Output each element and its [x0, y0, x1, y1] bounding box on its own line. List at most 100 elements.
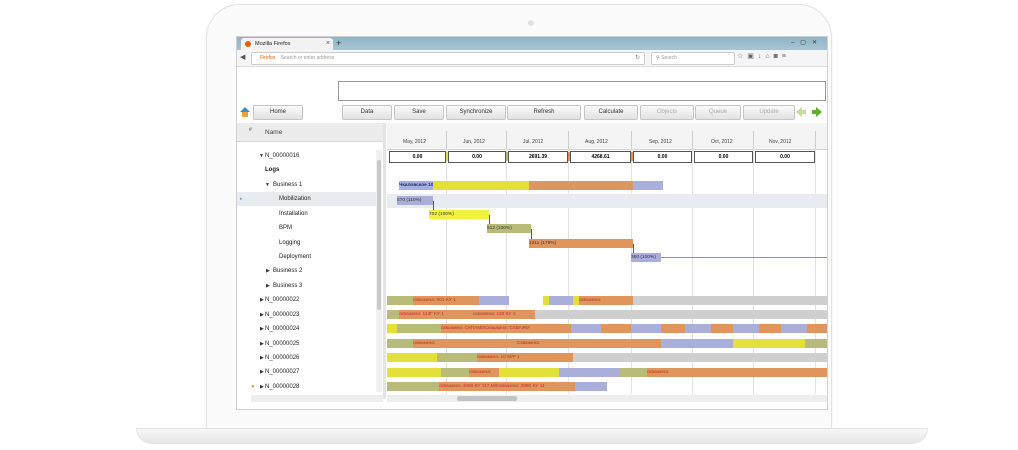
gantt-bar-business1[interactable]: Чкаловское 10 7816 (Ски. 100%; БМР 100%) [399, 181, 433, 190]
save-button[interactable]: Save [394, 105, 444, 120]
gantt-bar[interactable] [387, 382, 439, 391]
gantt-bar-n23b[interactable]: скважина: 110 КУ 1 [473, 310, 535, 319]
tree-row[interactable]: Logging [237, 236, 376, 250]
search-input[interactable]: ⚲ Search [651, 52, 735, 65]
synchronize-button[interactable]: Synchronize [446, 105, 506, 120]
tree-row[interactable]: ▼ Business 1 [237, 178, 376, 192]
gantt-bar[interactable] [549, 296, 573, 305]
gantt-bar[interactable] [543, 296, 549, 305]
gantt-bar[interactable] [397, 324, 441, 333]
gantt-bar[interactable] [661, 339, 733, 348]
gantt-bar[interactable] [529, 181, 633, 190]
gantt-bar[interactable] [685, 324, 711, 333]
tree-row-selected[interactable]: ▸ Mobilization [237, 192, 376, 206]
gantt-bar[interactable] [619, 368, 647, 377]
gantt-bar-n22[interactable]: скважина: 901 КУ 1 [413, 296, 479, 305]
gantt-bar[interactable] [387, 339, 413, 348]
queue-button[interactable]: Queue [695, 105, 741, 120]
gantt-bar[interactable] [387, 310, 399, 319]
calculate-button[interactable]: Calculate [584, 105, 638, 120]
tree-row[interactable]: ▼ N_00000016 [237, 149, 376, 163]
expand-icon[interactable]: ▶ [260, 369, 264, 375]
home-icon[interactable] [239, 106, 251, 118]
gantt-bar[interactable] [733, 339, 805, 348]
expand-icon[interactable]: ▶ [260, 326, 264, 332]
tree-scroll-thumb[interactable] [377, 160, 381, 310]
gantt-bar-n28[interactable]: скважина: 4086 КУ 117 М/Р 1 [439, 382, 497, 391]
tree-row[interactable]: ▶ N_00000027 [237, 365, 376, 379]
gantt-bar[interactable] [633, 181, 663, 190]
tree-row[interactable]: Installation [237, 207, 376, 221]
gantt-bar[interactable] [601, 324, 631, 333]
gantt-bar[interactable] [387, 324, 397, 333]
address-bar[interactable]: Firefox Search or enter address ↻ [251, 52, 645, 65]
name-column-header[interactable]: # Name [237, 123, 383, 142]
gantt-bar[interactable] [711, 324, 733, 333]
gantt-bar[interactable] [807, 324, 827, 333]
gantt-bar[interactable] [781, 324, 807, 333]
gantt-bar[interactable] [633, 296, 827, 305]
gantt-bar-installation[interactable]: 702 (100%) [429, 210, 489, 219]
gantt-horizontal-scrollbar[interactable] [387, 395, 827, 402]
tree-row[interactable]: ● ▶ N_00000028 [237, 380, 376, 394]
tree-row[interactable]: ▶ Business 3 [237, 279, 376, 293]
expand-icon[interactable]: ▶ [260, 341, 264, 347]
gantt-bar[interactable] [499, 368, 559, 377]
tree-row[interactable]: Logs [237, 163, 376, 177]
tree-row[interactable]: ▶ N_00000023 [237, 308, 376, 322]
tree-horizontal-scrollbar[interactable] [251, 395, 383, 402]
gantt-bar-n24[interactable]: скважина: С8ПАМИСкважина: СКВАЖИ [441, 324, 571, 333]
gantt-bar[interactable] [575, 382, 607, 391]
window-controls[interactable]: –▢✕ [790, 40, 823, 46]
gantt-bar[interactable] [573, 353, 827, 362]
gantt-bar[interactable] [759, 324, 781, 333]
gantt-bar[interactable] [571, 324, 601, 333]
gantt-bar[interactable] [387, 368, 441, 377]
gantt-bar-deployment[interactable]: 360 (100%) [631, 253, 661, 262]
tree-row[interactable]: ▶ N_00000026 [237, 351, 376, 365]
gantt-bar-logging[interactable]: 1211 (179%) [529, 239, 633, 248]
gantt-bar-mobilization[interactable]: 570 (110%) [397, 196, 433, 205]
previous-arrow-icon[interactable] [795, 106, 807, 118]
toolbar-icons[interactable]: ☆▣↓⌂◙≡ [737, 53, 790, 60]
gantt-bar[interactable] [387, 353, 437, 362]
new-tab-button[interactable]: + [336, 38, 342, 48]
gantt-bar[interactable] [573, 296, 579, 305]
reload-icon[interactable]: ↻ [634, 55, 640, 61]
expand-icon[interactable]: ▶ [260, 312, 264, 318]
close-tab-icon[interactable]: × [325, 40, 330, 47]
expand-icon[interactable]: ▶ [260, 384, 264, 390]
pane-splitter[interactable] [383, 123, 386, 399]
gantt-bar-n27[interactable]: скважина: [469, 368, 499, 377]
gantt-bar-n25[interactable]: скважина: [413, 339, 517, 348]
gantt-bar-n28b[interactable]: скважина: 3890 КУ 11 [497, 382, 575, 391]
gantt-bar[interactable] [441, 368, 469, 377]
tree-row[interactable]: ▶ N_00000022 [237, 293, 376, 307]
data-button[interactable]: Data [342, 105, 392, 120]
gantt-bar[interactable] [433, 181, 529, 190]
gantt-scroll-thumb[interactable] [457, 396, 517, 401]
gantt-bar-n23[interactable]: скважина: 113Г КУ 1 [399, 310, 473, 319]
home-button[interactable]: Home [253, 105, 303, 120]
tree-row[interactable]: BPM [237, 221, 376, 235]
gantt-bar[interactable] [387, 296, 413, 305]
tree-row[interactable]: Deployment [237, 250, 376, 264]
gantt-bar[interactable] [535, 310, 827, 319]
gantt-bar[interactable] [733, 324, 759, 333]
gantt-bar-n22b[interactable]: скважина: [579, 296, 633, 305]
update-button[interactable]: Update [743, 105, 795, 120]
gantt-bar[interactable] [559, 368, 619, 377]
refresh-button[interactable]: Refresh [507, 105, 581, 120]
gantt-bar-n26[interactable]: скважина: 10 М/Р 1 [477, 353, 573, 362]
gantt-bar[interactable] [479, 296, 509, 305]
gantt-bar-n27b[interactable]: скважина: [647, 368, 727, 377]
browser-tab[interactable]: Mozilla Firefox × [241, 38, 333, 50]
collapse-icon[interactable]: ▼ [259, 153, 264, 159]
collapse-icon[interactable]: ▼ [265, 182, 270, 188]
objects-button[interactable]: Objects [640, 105, 694, 120]
expand-icon[interactable]: ▶ [266, 268, 270, 274]
gantt-bar[interactable] [661, 324, 685, 333]
sort-icon[interactable]: # [249, 127, 252, 133]
next-arrow-icon[interactable] [811, 106, 823, 118]
expand-icon[interactable]: ▶ [260, 297, 264, 303]
